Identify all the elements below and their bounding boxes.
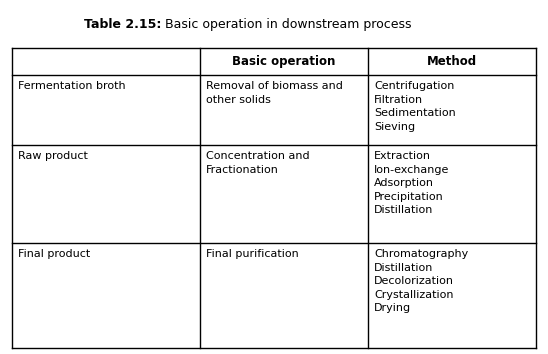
Text: Basic operation: Basic operation (232, 55, 336, 68)
Text: Table 2.15:: Table 2.15: (84, 18, 161, 31)
Text: Extraction
Ion-exchange
Adsorption
Precipitation
Distillation: Extraction Ion-exchange Adsorption Preci… (374, 151, 449, 215)
Text: Centrifugation
Filtration
Sedimentation
Sieving: Centrifugation Filtration Sedimentation … (374, 81, 456, 132)
Text: Final purification: Final purification (206, 249, 299, 259)
Text: Raw product: Raw product (18, 151, 88, 161)
Text: Fermentation broth: Fermentation broth (18, 81, 125, 91)
Text: Concentration and
Fractionation: Concentration and Fractionation (206, 151, 310, 175)
Text: Final product: Final product (18, 249, 90, 259)
Text: Chromatography
Distillation
Decolorization
Crystallization
Drying: Chromatography Distillation Decolorizati… (374, 249, 468, 313)
Text: Method: Method (427, 55, 477, 68)
Text: Removal of biomass and
other solids: Removal of biomass and other solids (206, 81, 343, 104)
Text: Basic operation in downstream process: Basic operation in downstream process (161, 18, 412, 31)
